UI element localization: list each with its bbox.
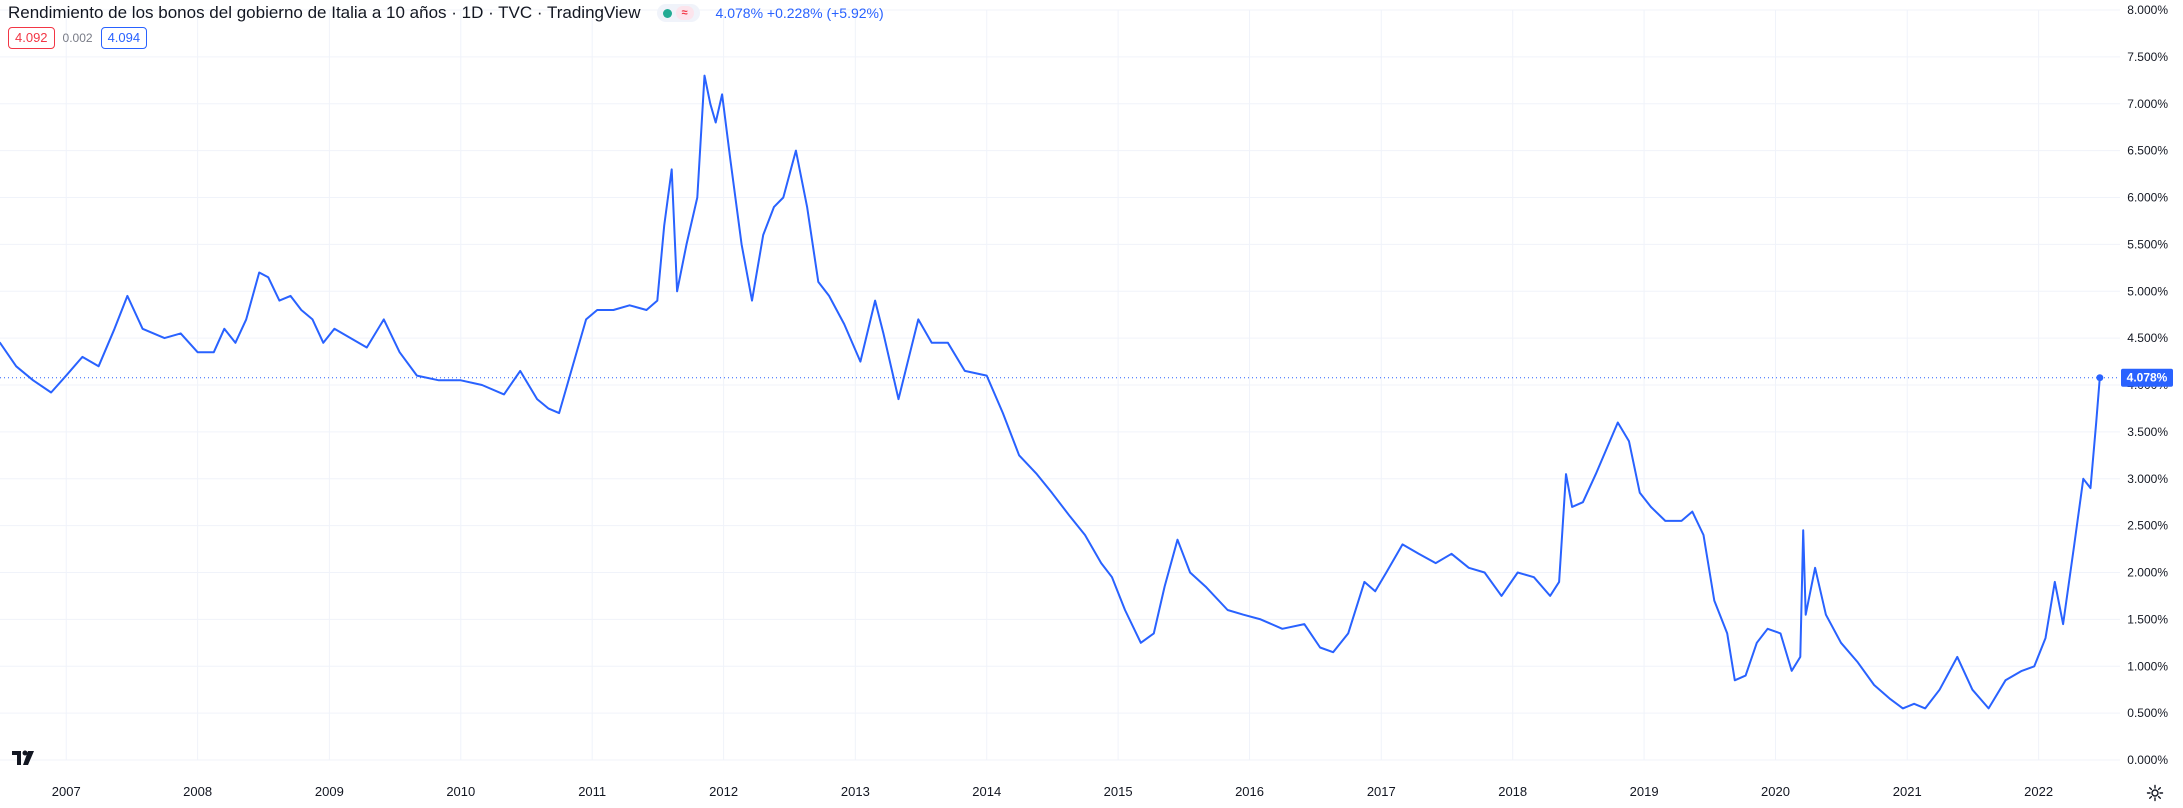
gear-icon[interactable] bbox=[2146, 784, 2164, 802]
delay-badge-icon: ≈ bbox=[675, 6, 694, 20]
y-tick-label: 2.000% bbox=[2127, 566, 2168, 580]
x-tick-label: 2014 bbox=[972, 784, 1001, 799]
green-dot-icon bbox=[662, 8, 672, 18]
x-tick-label: 2009 bbox=[315, 784, 344, 799]
x-tick-label: 2022 bbox=[2024, 784, 2053, 799]
chart-header: Rendimiento de los bonos del gobierno de… bbox=[8, 3, 884, 23]
x-tick-label: 2008 bbox=[183, 784, 212, 799]
x-tick-label: 2017 bbox=[1367, 784, 1396, 799]
y-tick-label: 3.000% bbox=[2127, 472, 2168, 486]
y-tick-label: 2.500% bbox=[2127, 519, 2168, 533]
y-tick-label: 6.500% bbox=[2127, 144, 2168, 158]
y-tick-label: 0.000% bbox=[2127, 753, 2168, 767]
last-price-dot bbox=[2096, 374, 2104, 382]
spread-value: 0.002 bbox=[62, 31, 93, 45]
last-price-label: 4.078% bbox=[2127, 371, 2168, 385]
x-tick-label: 2018 bbox=[1498, 784, 1527, 799]
y-tick-label: 5.000% bbox=[2127, 284, 2168, 298]
x-axis[interactable]: 2007 2008 2009 2010 2011 2012 2013 2014 2015 2016… bbox=[52, 784, 2053, 799]
status-pill[interactable]: ≈ bbox=[656, 4, 700, 22]
y-tick-label: 1.000% bbox=[2127, 659, 2168, 673]
series-line bbox=[0, 74, 2101, 710]
quote-row: 4.092 0.002 4.094 bbox=[8, 27, 148, 49]
series-layer bbox=[0, 74, 2101, 710]
x-tick-label: 2016 bbox=[1235, 784, 1264, 799]
last-price-badge bbox=[2121, 368, 2173, 387]
y-tick-label: 5.500% bbox=[2127, 237, 2168, 251]
x-tick-label: 2012 bbox=[709, 784, 738, 799]
x-tick-label: 2010 bbox=[446, 784, 475, 799]
x-tick-label: 2011 bbox=[578, 784, 606, 799]
bid-button[interactable]: 4.092 bbox=[8, 27, 55, 49]
last-price-layer: 4.078% bbox=[0, 368, 2173, 387]
y-tick-label: 0.500% bbox=[2127, 706, 2168, 720]
x-tick-label: 2013 bbox=[841, 784, 870, 799]
chart-title: Rendimiento de los bonos del gobierno de… bbox=[8, 3, 641, 22]
x-tick-label: 2020 bbox=[1761, 784, 1790, 799]
x-tick-label: 2015 bbox=[1104, 784, 1133, 799]
grid-lines bbox=[0, 9, 2120, 761]
y-tick-label: 7.500% bbox=[2127, 50, 2168, 64]
x-tick-label: 2007 bbox=[52, 784, 81, 799]
x-tick-label: 2021 bbox=[1893, 784, 1922, 799]
y-tick-label: 6.000% bbox=[2127, 191, 2168, 205]
y-tick-label: 8.000% bbox=[2127, 3, 2168, 17]
price-change: 4.078% +0.228% (+5.92%) bbox=[715, 5, 884, 21]
y-tick-label: 3.500% bbox=[2127, 425, 2168, 439]
y-tick-label: 7.000% bbox=[2127, 97, 2168, 111]
ask-button[interactable]: 4.094 bbox=[100, 27, 148, 49]
tradingview-logo-icon[interactable] bbox=[10, 747, 40, 769]
x-tick-label: 2019 bbox=[1630, 784, 1659, 799]
y-tick-label: 1.500% bbox=[2127, 612, 2168, 626]
y-tick-label: 4.500% bbox=[2127, 331, 2168, 345]
